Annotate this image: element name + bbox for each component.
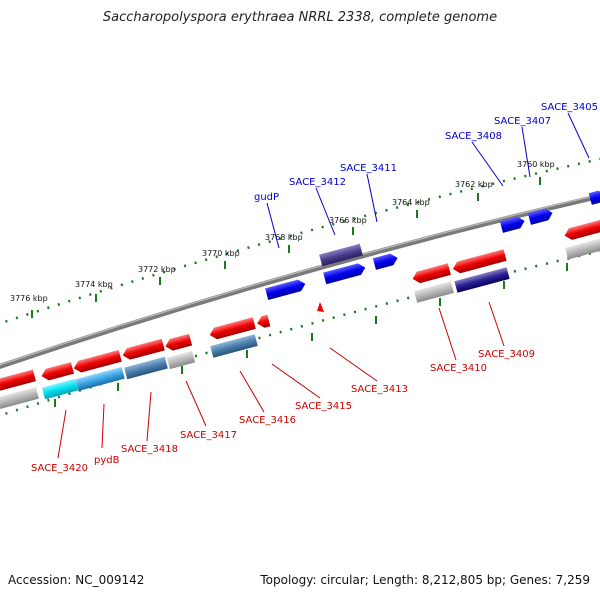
gene-label-sace3415[interactable]: SACE_3415 (295, 401, 352, 412)
gene-labels-bottom: SACE_3420 pydB SACE_3418 SACE_3417 SACE_… (31, 349, 535, 474)
feature-box-sace3420[interactable] (42, 378, 78, 400)
gene-label-sace3410[interactable]: SACE_3410 (430, 363, 487, 374)
feature-box-sace3409[interactable] (454, 267, 510, 293)
feature-box-sace3416[interactable] (210, 334, 258, 358)
leader-lines-top (266, 112, 590, 249)
leader-lines-bottom (57, 301, 505, 459)
map-title: Saccharopolyspora erythraea NRRL 2338, c… (102, 10, 498, 25)
gene-arrow-sace3405[interactable] (588, 189, 600, 205)
forward-strand-genes (265, 189, 600, 300)
gene-label-sace3409[interactable]: SACE_3409 (478, 349, 535, 360)
scale-labels: 3776 kbp 3774 kbp 3772 kbp 3770 kbp 3768… (10, 160, 555, 303)
gene-marker-triangle[interactable] (317, 302, 324, 312)
scale-label: 3772 kbp (138, 265, 176, 274)
leader-line (101, 403, 105, 449)
gene-arrow-sace3415[interactable] (256, 314, 271, 330)
leader-line (271, 363, 321, 399)
gene-label-sace3411[interactable]: SACE_3411 (340, 163, 397, 174)
gene-arrow-sace3412-top[interactable] (319, 243, 363, 267)
scale-ticks-top (31, 177, 541, 318)
gene-arrow-red[interactable] (121, 338, 165, 361)
leader-line (366, 173, 378, 223)
leader-line (146, 391, 152, 442)
leader-line (266, 202, 280, 249)
scale-label: 3762 kbp (455, 180, 493, 189)
gene-label-sace3407[interactable]: SACE_3407 (494, 116, 551, 127)
gene-arrow-red[interactable] (40, 362, 75, 382)
scale-label: 3776 kbp (10, 294, 48, 303)
gene-arrow-red[interactable] (164, 333, 193, 352)
gene-label-pydb[interactable]: pydB (94, 455, 120, 466)
feature-boxes (0, 237, 600, 409)
reverse-strand-genes (0, 219, 600, 391)
gene-label-sace3408[interactable]: SACE_3408 (445, 131, 502, 142)
scale-label: 3768 kbp (265, 233, 303, 242)
feature-box-grey[interactable] (565, 237, 600, 260)
gene-label-sace3418[interactable]: SACE_3418 (121, 444, 178, 455)
leader-line (329, 347, 378, 382)
gene-arrow-red[interactable] (563, 219, 600, 242)
feature-box-grey[interactable] (0, 387, 39, 409)
gene-arrow-red[interactable] (72, 349, 122, 374)
leader-line (471, 141, 504, 187)
gene-arrow-sace3412[interactable] (323, 262, 367, 285)
scale-label: 3770 kbp (202, 249, 240, 258)
scale-ticks-bottom (54, 263, 568, 407)
genome-summary-text: Topology: circular; Length: 8,212,805 bp… (260, 573, 590, 587)
scale-label: 3766 kbp (329, 216, 367, 225)
leader-line (521, 126, 531, 178)
feature-box-sace3418[interactable] (124, 356, 168, 380)
gene-arrow-red[interactable] (0, 369, 36, 391)
scale-label: 3764 kbp (392, 198, 430, 207)
leader-line (438, 307, 457, 361)
feature-box-sace3417[interactable] (166, 350, 196, 370)
leader-line (239, 370, 265, 413)
feature-box-pydb[interactable] (75, 366, 125, 392)
scale-label: 3760 kbp (517, 160, 555, 169)
gene-label-sace3417[interactable]: SACE_3417 (180, 430, 237, 441)
gene-arrow-sace3410[interactable] (411, 263, 451, 284)
accession-text: Accession: NC_009142 (8, 573, 145, 587)
gene-arrow-sace3416[interactable] (208, 317, 256, 340)
gene-label-gudp[interactable]: gudP (254, 192, 279, 203)
leader-line (567, 112, 590, 159)
gene-arrow-sace3407[interactable] (527, 207, 554, 225)
genome-backbone-highlight (0, 194, 600, 366)
gene-label-sace3412[interactable]: SACE_3412 (289, 177, 346, 188)
gene-arrow-sace3409[interactable] (451, 249, 507, 275)
gene-labels-top: gudP SACE_3412 SACE_3411 SACE_3408 SACE_… (254, 102, 598, 203)
leader-line (488, 301, 505, 347)
gene-label-sace3405[interactable]: SACE_3405 (541, 102, 598, 113)
leader-line (57, 409, 67, 459)
gene-arrow-sace3408[interactable] (499, 215, 526, 233)
gene-label-sace3413[interactable]: SACE_3413 (351, 384, 408, 395)
gene-label-sace3416[interactable]: SACE_3416 (239, 415, 296, 426)
gene-label-sace3420[interactable]: SACE_3420 (31, 463, 88, 474)
leader-line (315, 187, 336, 236)
gene-arrow-gudp[interactable] (265, 278, 307, 300)
leader-line (185, 380, 207, 427)
scale-label: 3774 kbp (75, 280, 113, 289)
genome-backbone (0, 193, 600, 369)
gene-arrow-sace3411[interactable] (372, 252, 399, 270)
feature-box-sace3410[interactable] (414, 281, 454, 303)
